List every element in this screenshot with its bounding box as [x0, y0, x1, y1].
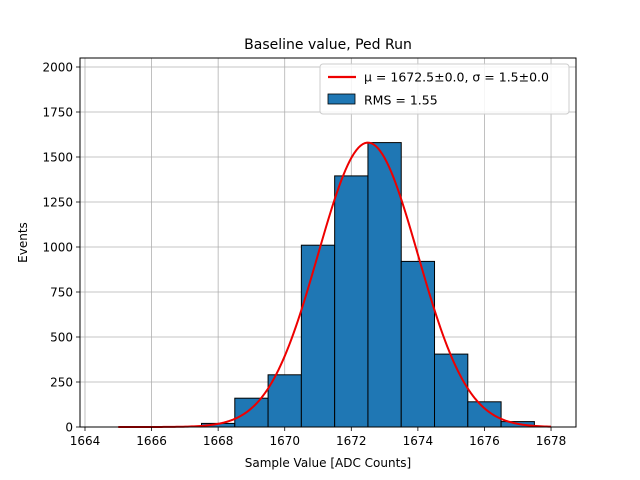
histogram-bar-5 [367, 142, 402, 428]
x-axis-ticks: 1664 1666 1668 1670 1672 1674 1676 1678 [70, 427, 567, 448]
fit-curve [118, 141, 552, 428]
histogram-bar-2 [267, 374, 302, 428]
histogram-bar-1 [234, 397, 269, 428]
y-axis-ticks: 0 250 500 750 1000 1250 1500 1750 2000 [42, 61, 80, 435]
chart-title: Baseline value, Ped Run [244, 37, 412, 53]
y-axis-label: Events [16, 222, 30, 263]
histogram-bar-4 [334, 175, 369, 428]
legend-rms-patch [327, 93, 356, 105]
y-tick-label-1: 250 [50, 376, 73, 390]
y-tick-label-0: 0 [65, 421, 73, 435]
y-tick-label-2: 500 [50, 331, 73, 345]
histogram-bar-3 [300, 244, 336, 428]
legend-rms-label: RMS = 1.55 [364, 93, 438, 108]
x-axis-label: Sample Value [ADC Counts] [245, 456, 411, 470]
y-tick-label-6: 1500 [42, 151, 73, 165]
gaussian-fit [118, 141, 552, 428]
y-tick-label-7: 1750 [42, 106, 73, 120]
x-tick-label-3: 1670 [269, 434, 300, 448]
x-tick-label-6: 1676 [469, 434, 500, 448]
legend: μ = 1672.5±0.0, σ = 1.5±0.0 RMS = 1.55 [319, 63, 570, 115]
histogram-bar-8 [467, 401, 502, 428]
legend-fit-label: μ = 1672.5±0.0, σ = 1.5±0.0 [364, 70, 549, 85]
legend-box [319, 63, 570, 115]
y-tick-label-5: 1250 [42, 196, 73, 210]
y-tick-label-8: 2000 [42, 61, 73, 75]
x-tick-label-0: 1664 [70, 434, 101, 448]
y-tick-label-3: 750 [50, 286, 73, 300]
histogram-bar-7 [434, 353, 469, 428]
x-tick-label-2: 1668 [203, 434, 234, 448]
plot-frame [79, 57, 577, 428]
x-tick-label-1: 1666 [136, 434, 167, 448]
y-tick-label-4: 1000 [42, 241, 73, 255]
histogram-bar-6 [400, 260, 436, 428]
x-tick-label-7: 1678 [536, 434, 567, 448]
x-tick-label-5: 1674 [403, 434, 434, 448]
x-tick-label-4: 1672 [336, 434, 367, 448]
